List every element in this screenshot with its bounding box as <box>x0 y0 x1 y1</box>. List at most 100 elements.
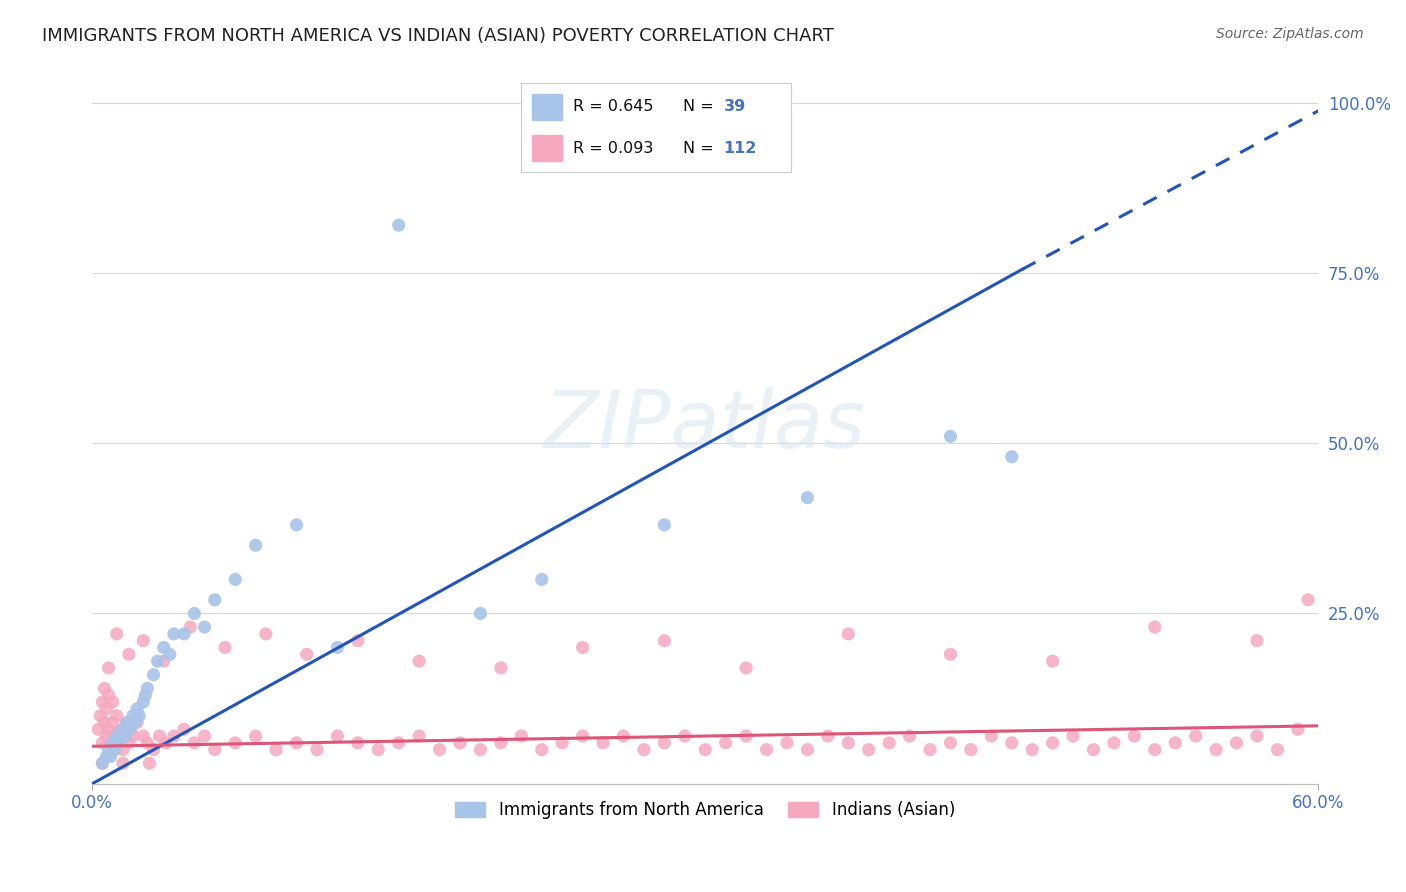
Point <box>837 736 859 750</box>
Point <box>97 688 120 702</box>
Point <box>179 620 201 634</box>
Text: Source: ZipAtlas.com: Source: ZipAtlas.com <box>1216 27 1364 41</box>
Point <box>714 736 737 750</box>
Point <box>104 729 127 743</box>
Point <box>142 742 165 756</box>
Point <box>1246 729 1268 743</box>
Point <box>837 627 859 641</box>
Point <box>796 742 818 756</box>
Point <box>100 736 122 750</box>
Point <box>93 681 115 696</box>
Point <box>695 742 717 756</box>
Point <box>224 573 246 587</box>
Point <box>93 715 115 730</box>
Text: ZIPatlas: ZIPatlas <box>544 387 866 465</box>
Point <box>980 729 1002 743</box>
Point <box>551 736 574 750</box>
Point <box>254 627 277 641</box>
Point <box>1001 736 1024 750</box>
Point <box>592 736 614 750</box>
Point <box>101 715 124 730</box>
Point <box>97 661 120 675</box>
Point <box>571 729 593 743</box>
Point <box>124 715 146 730</box>
Point <box>1246 633 1268 648</box>
Point <box>245 729 267 743</box>
Point <box>612 729 634 743</box>
Point <box>183 607 205 621</box>
Point <box>571 640 593 655</box>
Point <box>1062 729 1084 743</box>
Point <box>1021 742 1043 756</box>
Point <box>408 729 430 743</box>
Point <box>104 742 127 756</box>
Point <box>877 736 900 750</box>
Point <box>858 742 880 756</box>
Point <box>91 756 114 771</box>
Point <box>204 592 226 607</box>
Point <box>100 749 122 764</box>
Point <box>193 729 215 743</box>
Point <box>173 627 195 641</box>
Point <box>530 573 553 587</box>
Point <box>183 736 205 750</box>
Point <box>204 742 226 756</box>
Point <box>755 742 778 756</box>
Point <box>114 729 136 743</box>
Point <box>111 723 134 737</box>
Point <box>305 742 328 756</box>
Point <box>1083 742 1105 756</box>
Point <box>285 517 308 532</box>
Point <box>159 648 181 662</box>
Point <box>1042 736 1064 750</box>
Point <box>817 729 839 743</box>
Point <box>1042 654 1064 668</box>
Point <box>918 742 941 756</box>
Point <box>136 681 159 696</box>
Point <box>388 736 411 750</box>
Point <box>1143 742 1166 756</box>
Point <box>96 702 118 716</box>
Point <box>127 702 149 716</box>
Point <box>118 648 141 662</box>
Point <box>91 695 114 709</box>
Point <box>91 736 114 750</box>
Point <box>654 736 676 750</box>
Point <box>1286 723 1309 737</box>
Point <box>367 742 389 756</box>
Point <box>114 729 136 743</box>
Point <box>295 648 318 662</box>
Point <box>489 661 512 675</box>
Point <box>1143 620 1166 634</box>
Point <box>1184 729 1206 743</box>
Point <box>122 729 145 743</box>
Point <box>489 736 512 750</box>
Point <box>1164 736 1187 750</box>
Point <box>654 633 676 648</box>
Point <box>152 640 174 655</box>
Point <box>939 736 962 750</box>
Point <box>97 723 120 737</box>
Point <box>107 736 129 750</box>
Point <box>111 742 134 756</box>
Point <box>142 667 165 681</box>
Point <box>127 715 149 730</box>
Point <box>264 742 287 756</box>
Point <box>285 736 308 750</box>
Point <box>388 218 411 232</box>
Point <box>146 654 169 668</box>
Point <box>132 729 155 743</box>
Point <box>110 723 132 737</box>
Point <box>245 538 267 552</box>
Point <box>96 749 118 764</box>
Point <box>138 756 160 771</box>
Point <box>111 756 134 771</box>
Point <box>530 742 553 756</box>
Point <box>214 640 236 655</box>
Point <box>1123 729 1146 743</box>
Point <box>87 723 110 737</box>
Point <box>105 729 128 743</box>
Point <box>449 736 471 750</box>
Point <box>347 633 370 648</box>
Point <box>152 654 174 668</box>
